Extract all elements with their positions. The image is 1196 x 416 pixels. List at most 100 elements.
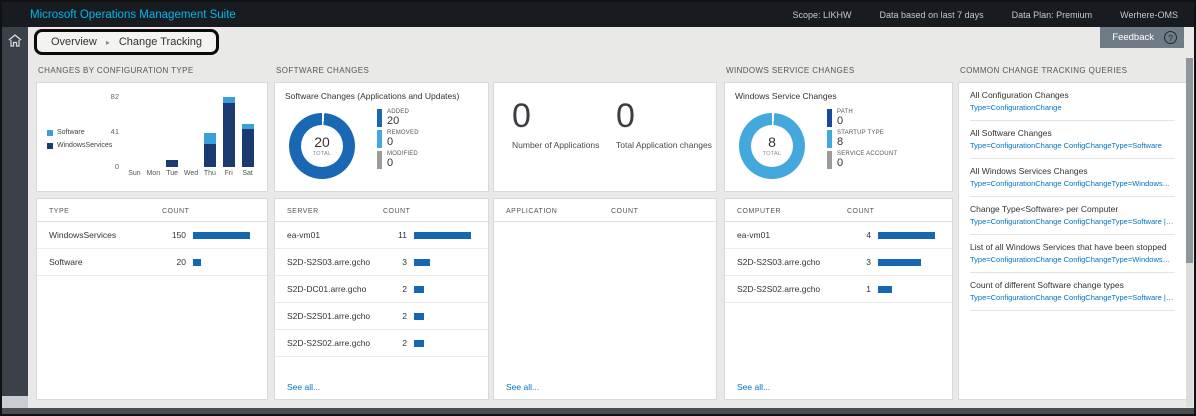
row-label: S2D-S2S03.arre.gcho [287, 257, 371, 267]
bar-fri[interactable] [219, 97, 238, 167]
x-label: Sat [242, 170, 253, 177]
software-donut-caption: Software Changes (Applications and Updat… [285, 91, 460, 101]
bar-segment-software [222, 97, 235, 103]
config-type-table-card: TYPE COUNT WindowsServices 150 Software 20 [36, 198, 268, 400]
legend-color-bar [377, 109, 382, 128]
workspace-label[interactable]: Werhere-OMS [1120, 9, 1178, 20]
table-row[interactable]: ea-vm01 11 [275, 222, 488, 249]
x-label: Fri [224, 170, 233, 177]
y-tick-82: 82 [110, 92, 119, 101]
legend-color-bar [377, 151, 382, 170]
query-link[interactable]: Type=ConfigurationChange ConfigChangeTyp… [970, 217, 1175, 226]
count-bar [414, 258, 430, 266]
query-link[interactable]: Type=ConfigurationChange [970, 103, 1062, 112]
query-link[interactable]: Type=ConfigurationChange ConfigChangeTyp… [970, 179, 1175, 188]
chart-legend: Software WindowsServices [47, 129, 112, 149]
query-item: All Configuration Changes Type=Configurat… [970, 83, 1175, 121]
computer-table-card: COMPUTER COUNT ea-vm01 4 S2D-S2S03.arre.gc… [724, 198, 953, 400]
application-table-card: APPLICATION COUNT See all... [493, 198, 717, 400]
see-all-link[interactable]: See all... [287, 382, 321, 392]
bar-tue[interactable] [163, 97, 182, 167]
bar-sun[interactable] [125, 97, 144, 167]
count-bar [193, 231, 250, 239]
donut-legend-item-startup-type: STARTUP TYPE 8 [827, 130, 897, 149]
count-bar [878, 231, 935, 239]
stat-number-of-applications[interactable]: 0 Number of Applications [512, 97, 600, 150]
table-row[interactable]: S2D-S2S02.arre.gcho 2 [275, 330, 488, 357]
top-bar: Microsoft Operations Management Suite Sc… [2, 2, 1194, 27]
breadcrumb-overview[interactable]: Overview [51, 36, 97, 48]
software-donut-chart[interactable]: 20 TOTAL [289, 113, 355, 179]
data-range-label: Data based on last 7 days [879, 9, 984, 20]
query-name: Change Type<Software> per Computer [970, 204, 1119, 214]
row-count: 11 [398, 230, 407, 240]
legend-item-software: Software [47, 129, 112, 136]
panel-title-software: SOFTWARE CHANGES [276, 66, 370, 75]
config-type-chart-card: Software WindowsServices 82 41 0 Sun Mon Tu… [36, 82, 268, 192]
panel-title-queries: COMMON CHANGE TRACKING QUERIES [960, 66, 1128, 75]
query-name: Count of different Software change types [970, 280, 1124, 290]
count-bar [878, 285, 892, 293]
query-name: All Windows Services Changes [970, 166, 1088, 176]
windows-service-donut-chart[interactable]: 8 TOTAL [739, 113, 805, 179]
table-row[interactable]: S2D-S2S01.arre.gcho 2 [275, 303, 488, 330]
bar-segment-windowsservices [166, 160, 179, 167]
chevron-right-icon: ▸ [105, 37, 110, 47]
panel-title-config-type: CHANGES BY CONFIGURATION TYPE [38, 66, 194, 75]
donut-total: 20 [314, 134, 330, 150]
bar-thu[interactable] [200, 97, 219, 167]
stat-total-application-changes[interactable]: 0 Total Application changes [616, 97, 712, 150]
breadcrumb-current: Change Tracking [118, 36, 203, 48]
table-row[interactable]: S2D-S2S02.arre.gcho 1 [725, 276, 952, 303]
bar-segment-windowsservices [241, 128, 254, 167]
panel-title-windows-service: WINDOWS SERVICE CHANGES [726, 66, 855, 75]
bar-mon[interactable] [144, 97, 163, 167]
query-link[interactable]: Type=ConfigurationChange ConfigChangeTyp… [970, 141, 1162, 150]
query-item: Change Type<Software> per Computer Type=C… [970, 197, 1175, 235]
donut-legend-item-added: ADDED 20 [377, 109, 419, 128]
row-label: ea-vm01 [287, 230, 321, 240]
legend-swatch [47, 142, 53, 149]
table-row[interactable]: WindowsServices 150 [37, 222, 267, 249]
count-bar [193, 258, 201, 266]
bar-wed[interactable] [182, 97, 201, 167]
bar-segment-software [241, 124, 254, 129]
see-all-link[interactable]: See all... [737, 382, 771, 392]
table-row[interactable]: S2D-S2S03.arre.gcho 3 [725, 249, 952, 276]
data-plan-label: Data Plan: Premium [1011, 9, 1093, 20]
row-label: S2D-DC01.arre.gcho [287, 284, 367, 294]
row-count: 150 [171, 230, 186, 240]
feedback-button[interactable]: Feedback ? [1100, 27, 1184, 48]
table-row[interactable]: S2D-DC01.arre.gcho 2 [275, 276, 488, 303]
table-row[interactable]: Software 20 [37, 249, 267, 276]
row-label: S2D-S2S02.arre.gcho [287, 338, 371, 348]
help-icon[interactable]: ? [1164, 31, 1177, 44]
row-count: 20 [176, 257, 186, 267]
scrollbar-thumb[interactable] [1186, 58, 1193, 263]
software-donut-card: Software Changes (Applications and Updat… [274, 82, 489, 192]
row-count: 4 [866, 230, 871, 240]
legend-swatch [47, 129, 53, 136]
bar-segment-windowsservices [203, 144, 216, 167]
donut-legend-item-removed: REMOVED 0 [377, 130, 419, 149]
home-icon[interactable] [8, 34, 22, 47]
query-name: All Software Changes [970, 128, 1052, 138]
stacked-bar-chart[interactable] [125, 97, 257, 167]
table-row[interactable]: S2D-S2S03.arre.gcho 3 [275, 249, 488, 276]
row-label: Software [49, 257, 83, 267]
table-row[interactable]: ea-vm01 4 [725, 222, 952, 249]
top-bar-status: Scope: LIKHW Data based on last 7 days D… [793, 10, 1179, 20]
window-bottom-edge [2, 408, 1194, 414]
vertical-scrollbar[interactable] [1186, 58, 1193, 407]
query-link[interactable]: Type=ConfigurationChange ConfigChangeTyp… [970, 255, 1175, 264]
windows-service-donut-card: Windows Service Changes 8 TOTAL PATH 0 STA… [724, 82, 953, 192]
query-name: All Configuration Changes [970, 90, 1069, 100]
row-count: 3 [402, 257, 407, 267]
bar-sat[interactable] [238, 97, 257, 167]
query-link[interactable]: Type=ConfigurationChange ConfigChangeTyp… [970, 293, 1175, 302]
count-bar [414, 339, 424, 347]
see-all-link[interactable]: See all... [506, 382, 540, 392]
bar-segment-software [203, 132, 216, 144]
software-stats-card: 0 Number of Applications 0 Total Applica… [493, 82, 717, 192]
donut-legend-item-modified: MODIFIED 0 [377, 151, 419, 170]
